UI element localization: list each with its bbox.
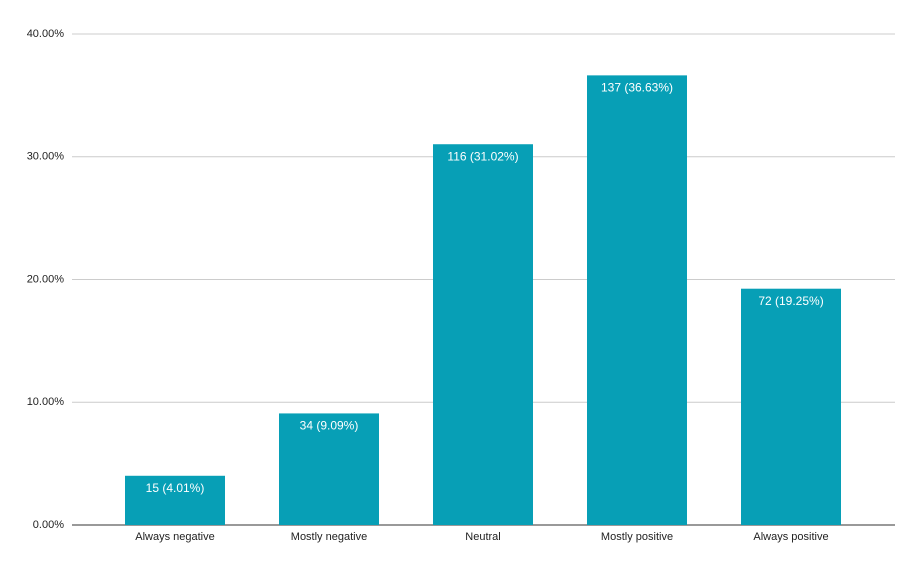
value-label: 34 (9.09%) bbox=[300, 419, 359, 433]
x-tick-label: Always negative bbox=[135, 531, 215, 543]
bar bbox=[279, 413, 379, 525]
x-tick-label: Mostly positive bbox=[601, 531, 673, 543]
value-label: 137 (36.63%) bbox=[601, 81, 673, 95]
value-label: 116 (31.02%) bbox=[447, 149, 518, 163]
y-tick-label: 30.00% bbox=[27, 151, 65, 163]
x-tick-label: Mostly negative bbox=[291, 531, 367, 543]
bar bbox=[125, 475, 225, 525]
bar bbox=[587, 75, 687, 525]
bar bbox=[741, 288, 841, 525]
value-label: 72 (19.25%) bbox=[758, 294, 823, 308]
y-tick-label: 40.00% bbox=[27, 28, 65, 40]
value-label: 15 (4.01%) bbox=[146, 481, 205, 495]
bar bbox=[433, 144, 533, 526]
y-tick-label: 20.00% bbox=[27, 273, 65, 285]
x-tick-label: Always positive bbox=[753, 531, 828, 543]
y-tick-label: 10.00% bbox=[27, 396, 65, 408]
y-tick-label: 0.00% bbox=[33, 519, 64, 531]
x-tick-label: Neutral bbox=[465, 531, 500, 543]
